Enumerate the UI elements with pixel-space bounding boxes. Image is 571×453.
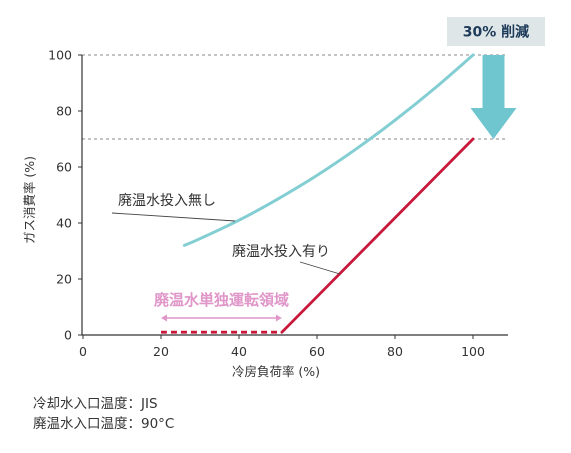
reference-lines (82, 54, 508, 140)
series-2-line-solid (280, 137, 475, 334)
reduction-badge (447, 17, 545, 46)
x-tick-label: 80 (387, 344, 403, 359)
x-tick-label: 40 (231, 344, 247, 359)
series-label-with-waste-heat: 廃温水投入有り (232, 243, 330, 260)
waste-heat-inlet-temp-note: 廃温水入口温度：90°C (33, 416, 175, 432)
annotations (161, 55, 517, 322)
reduction-arrow-head (470, 108, 517, 139)
waste-heat-only-range-label: 廃温水単独運転領域 (154, 291, 289, 309)
y-tick-label: 60 (56, 160, 72, 175)
series-lines (161, 53, 475, 334)
y-tick-label: 80 (56, 104, 72, 119)
y-axis-label: ガス消費率 (%) (22, 156, 37, 244)
x-tick-label: 0 (79, 344, 87, 359)
range-arrow-head-left (161, 314, 167, 322)
x-tick-label: 60 (309, 344, 325, 359)
range-arrow-head-right (275, 314, 282, 322)
y-tick-label: 20 (56, 272, 72, 287)
cooling-water-inlet-temp-note: 冷却水入口温度：JIS (33, 396, 158, 412)
reduction-arrow-shaft (482, 55, 505, 109)
series-1-line-solid (182, 53, 475, 247)
y-tick-label: 40 (56, 216, 72, 231)
reduction-badge-text: 30% 削減 (463, 24, 529, 41)
series-label-leader-without-waste-heat (111, 212, 236, 222)
x-axis-label: 冷房負荷率 (%) (232, 364, 320, 379)
series-label-without-waste-heat: 廃温水投入無し (118, 192, 216, 209)
axes: 0 20 40 60 80 100 0 20 40 60 80 100 (48, 48, 508, 359)
y-tick-label: 0 (64, 328, 72, 343)
conditions-notes: 冷却水入口温度：JIS 廃温水入口温度：90°C (33, 394, 174, 434)
x-tick-label: 100 (461, 344, 485, 359)
y-tick-label: 100 (48, 48, 72, 63)
series-label-leader-with-waste-heat (299, 261, 341, 275)
x-tick-label: 20 (153, 344, 169, 359)
